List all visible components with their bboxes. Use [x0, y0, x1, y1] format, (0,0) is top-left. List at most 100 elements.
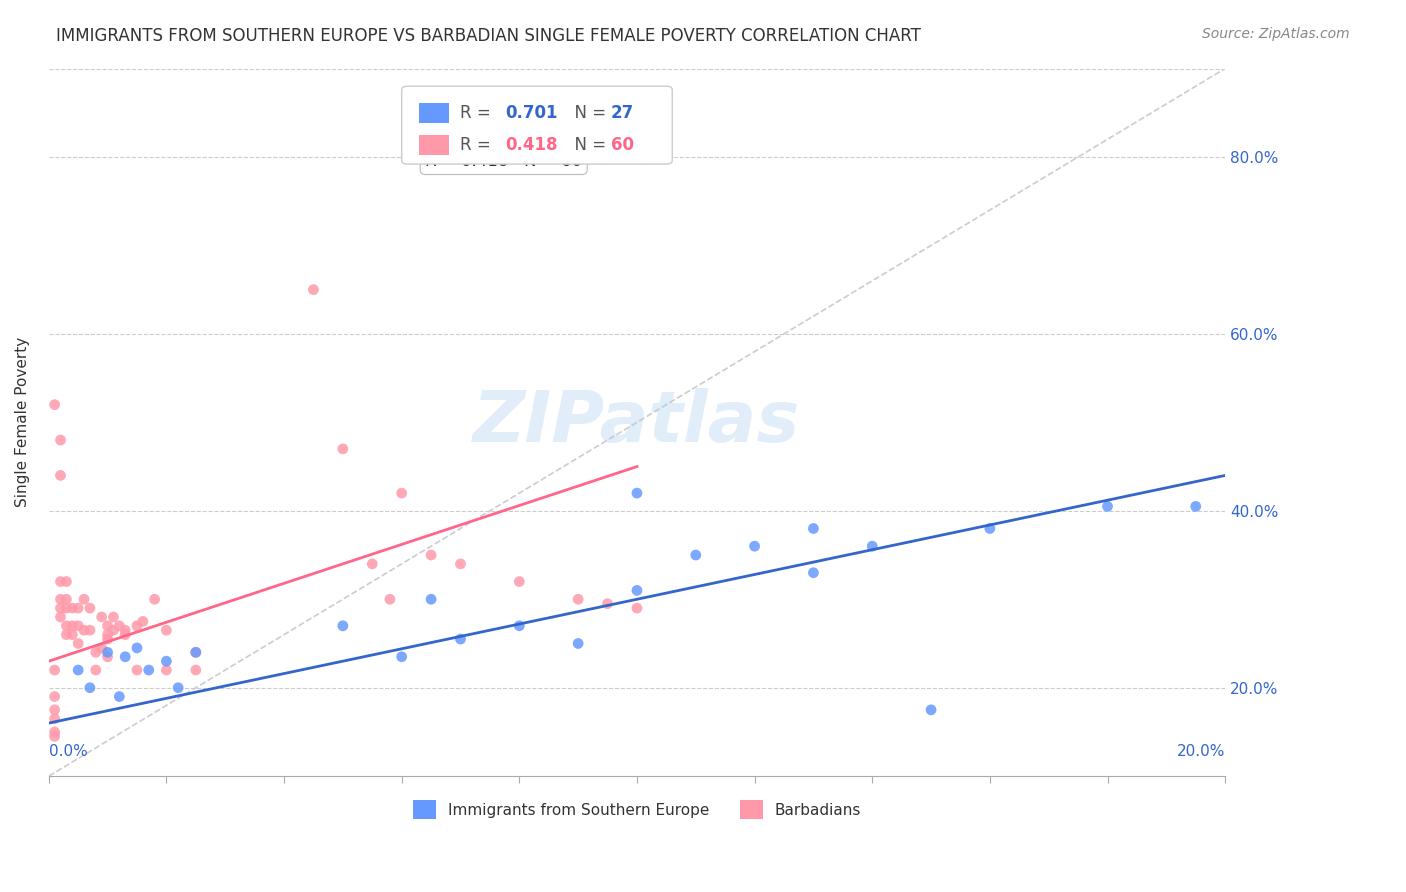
Point: [167, 681, 190, 695]
Point: [744, 539, 766, 553]
Point: [84, 663, 107, 677]
Point: [391, 486, 413, 500]
Point: [155, 624, 177, 638]
Point: [90, 610, 112, 624]
Text: 0.0%: 0.0%: [49, 744, 87, 759]
Point: [114, 649, 136, 664]
Point: [114, 627, 136, 641]
Point: [596, 597, 619, 611]
Point: [44, 712, 66, 726]
Point: [55, 574, 77, 589]
Point: [90, 640, 112, 655]
Text: N =: N =: [513, 109, 567, 127]
Point: [1097, 500, 1119, 514]
Text: N =: N =: [564, 136, 612, 154]
Point: [79, 601, 101, 615]
Point: [49, 468, 72, 483]
Point: [97, 645, 120, 659]
Point: [49, 574, 72, 589]
Point: [125, 619, 148, 633]
Point: [97, 619, 120, 633]
Text: 0.418: 0.418: [505, 136, 558, 154]
Point: [450, 557, 472, 571]
Point: [332, 619, 354, 633]
Text: 27: 27: [561, 109, 583, 127]
Point: [508, 619, 530, 633]
Legend: Immigrants from Southern Europe, Barbadians: Immigrants from Southern Europe, Barbadi…: [406, 794, 868, 825]
Text: R = 0.701   N = 27: R = 0.701 N = 27: [425, 109, 582, 127]
Point: [67, 636, 90, 650]
Point: [1184, 500, 1206, 514]
Point: [332, 442, 354, 456]
Point: [55, 592, 77, 607]
Point: [803, 521, 825, 535]
Point: [60, 627, 83, 641]
Point: [184, 645, 207, 659]
Point: [67, 601, 90, 615]
Point: [685, 548, 707, 562]
Point: [626, 601, 648, 615]
Point: [184, 663, 207, 677]
Point: [803, 566, 825, 580]
Point: [125, 640, 148, 655]
FancyBboxPatch shape: [419, 135, 449, 155]
Point: [920, 703, 942, 717]
Point: [97, 627, 120, 641]
Point: [450, 632, 472, 646]
Text: Source: ZipAtlas.com: Source: ZipAtlas.com: [1202, 27, 1350, 41]
Text: 20.0%: 20.0%: [1177, 744, 1225, 759]
Point: [103, 624, 125, 638]
FancyBboxPatch shape: [402, 87, 672, 164]
Point: [73, 592, 96, 607]
FancyBboxPatch shape: [419, 103, 449, 123]
Point: [55, 627, 77, 641]
Point: [60, 619, 83, 633]
Text: R =: R =: [461, 104, 496, 122]
Point: [49, 601, 72, 615]
Point: [44, 398, 66, 412]
Point: [567, 592, 589, 607]
Point: [73, 624, 96, 638]
Point: [44, 725, 66, 739]
Point: [132, 615, 155, 629]
Text: 0.701: 0.701: [472, 109, 524, 127]
Point: [49, 610, 72, 624]
Point: [626, 486, 648, 500]
Point: [55, 619, 77, 633]
Text: R = 0.418   N = 60: R = 0.418 N = 60: [425, 152, 582, 169]
Point: [79, 624, 101, 638]
Text: IMMIGRANTS FROM SOUTHERN EUROPE VS BARBADIAN SINGLE FEMALE POVERTY CORRELATION C: IMMIGRANTS FROM SOUTHERN EUROPE VS BARBA…: [56, 27, 921, 45]
Point: [44, 690, 66, 704]
Point: [567, 636, 589, 650]
Text: R =: R =: [461, 136, 496, 154]
Point: [420, 592, 443, 607]
Point: [44, 663, 66, 677]
Point: [60, 601, 83, 615]
Point: [79, 681, 101, 695]
Point: [97, 649, 120, 664]
Point: [138, 663, 160, 677]
Point: [302, 283, 325, 297]
Point: [49, 592, 72, 607]
Point: [84, 645, 107, 659]
Point: [97, 632, 120, 646]
Point: [108, 619, 131, 633]
Point: [67, 619, 90, 633]
Point: [626, 583, 648, 598]
Point: [508, 574, 530, 589]
Point: [420, 548, 443, 562]
Point: [108, 690, 131, 704]
Text: 0.701: 0.701: [505, 104, 558, 122]
Point: [860, 539, 883, 553]
Point: [114, 624, 136, 638]
Point: [125, 663, 148, 677]
Point: [103, 610, 125, 624]
Point: [155, 654, 177, 668]
Y-axis label: Single Female Poverty: Single Female Poverty: [15, 337, 30, 508]
Point: [979, 521, 1001, 535]
Point: [391, 649, 413, 664]
Point: [44, 703, 66, 717]
Point: [143, 592, 166, 607]
Text: 60: 60: [612, 136, 634, 154]
Text: R =: R =: [432, 109, 467, 127]
